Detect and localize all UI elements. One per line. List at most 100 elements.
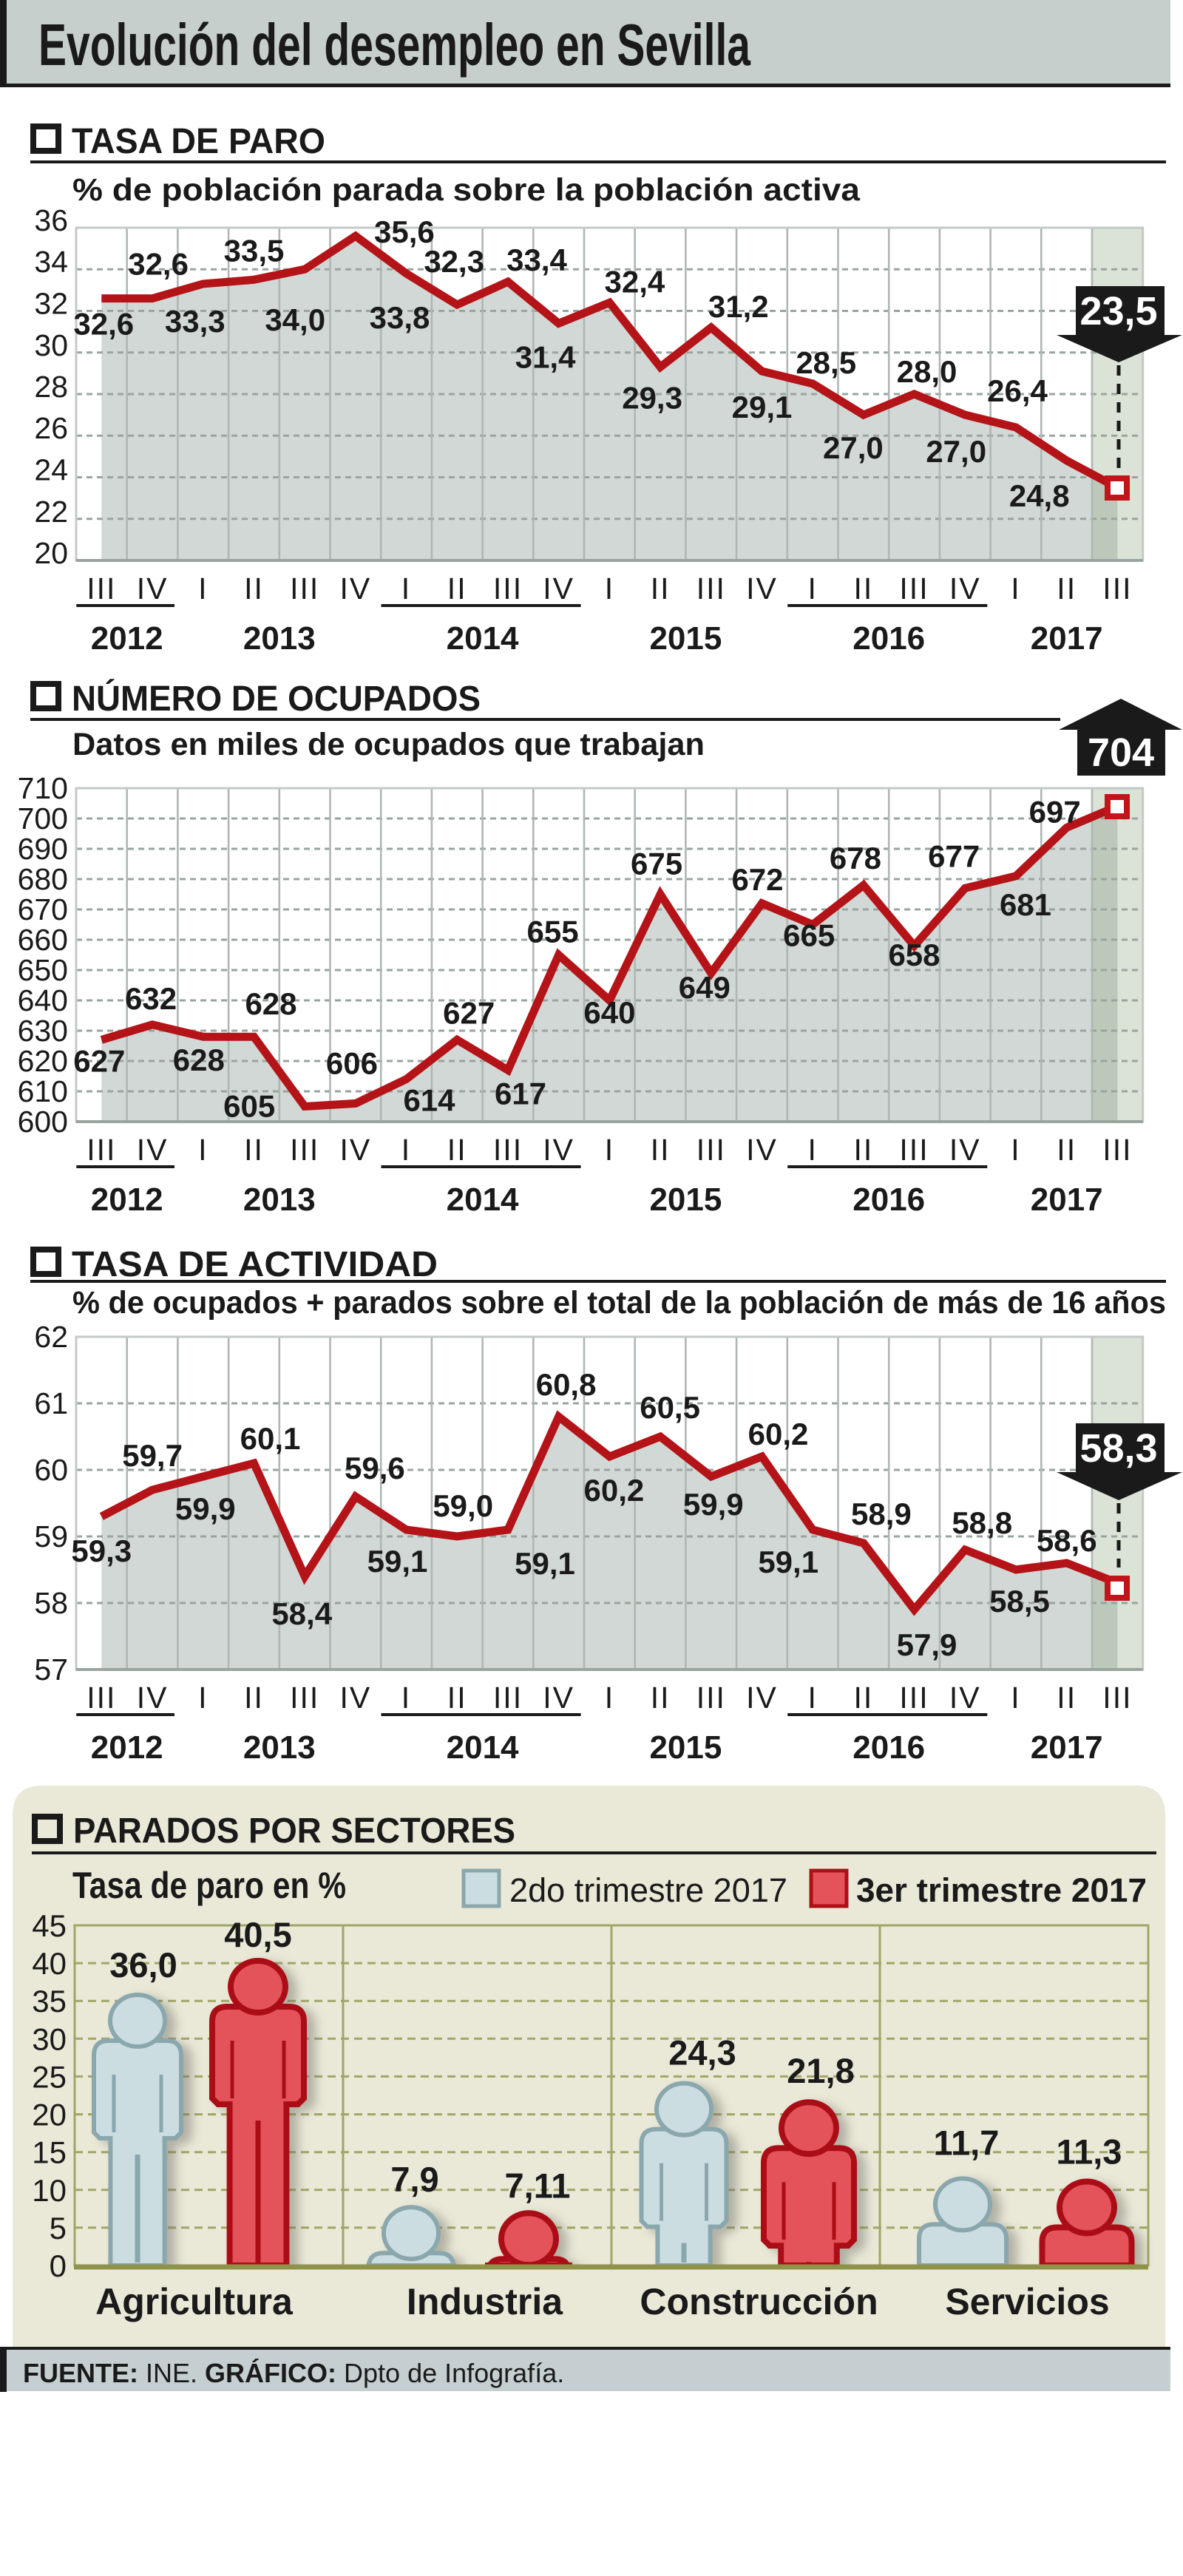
svg-text:IV: IV [543,1681,574,1715]
svg-text:2015: 2015 [649,620,722,657]
svg-text:32,6: 32,6 [73,307,134,342]
svg-text:% de población parada sobre la: % de población parada sobre la población… [72,172,861,208]
svg-text:59,3: 59,3 [71,1533,132,1568]
svg-text:I: I [807,1133,817,1167]
svg-text:62: 62 [34,1320,68,1354]
svg-text:2do trimestre 2017: 2do trimestre 2017 [509,1871,787,1909]
svg-text:59,1: 59,1 [758,1545,818,1579]
svg-text:640: 640 [583,995,635,1030]
svg-text:28,0: 28,0 [897,354,957,389]
svg-text:697: 697 [1029,794,1081,829]
svg-text:II: II [244,1681,264,1715]
svg-text:32,3: 32,3 [424,244,484,279]
svg-text:IV: IV [949,1133,981,1167]
svg-text:28: 28 [34,370,68,404]
svg-text:58,5: 58,5 [989,1584,1050,1619]
svg-text:60: 60 [34,1453,68,1487]
svg-text:690: 690 [18,832,68,866]
svg-text:IV: IV [543,572,574,606]
svg-text:30: 30 [34,328,68,362]
svg-text:677: 677 [928,838,980,873]
svg-text:27,0: 27,0 [926,434,986,469]
svg-text:II: II [447,1681,467,1715]
svg-text:60,2: 60,2 [748,1417,809,1451]
svg-text:I: I [605,1133,614,1167]
svg-text:606: 606 [326,1045,378,1080]
svg-text:58,6: 58,6 [1037,1523,1097,1558]
svg-text:35,6: 35,6 [374,214,435,249]
svg-text:11,3: 11,3 [1057,2132,1122,2172]
svg-text:61: 61 [34,1386,68,1420]
svg-text:32: 32 [34,287,68,321]
svg-text:Tasa de paro en %: Tasa de paro en % [72,1865,346,1906]
svg-text:11,7: 11,7 [934,2123,1000,2162]
svg-text:PARADOS POR SECTORES: PARADOS POR SECTORES [73,1811,515,1851]
svg-text:7,9: 7,9 [390,2160,438,2199]
svg-text:III: III [899,1133,929,1167]
svg-text:Servicios: Servicios [945,2281,1109,2322]
svg-text:I: I [198,1133,208,1167]
svg-text:24,8: 24,8 [1009,478,1070,513]
svg-text:45: 45 [32,1908,67,1943]
svg-text:710: 710 [18,771,68,805]
svg-text:30: 30 [32,2021,67,2056]
svg-text:27,0: 27,0 [823,430,884,465]
svg-text:2012: 2012 [91,1182,163,1218]
svg-text:% de ocupados + parados sobre: % de ocupados + parados sobre el total d… [72,1285,1166,1321]
svg-text:III: III [493,1681,523,1715]
svg-text:700: 700 [18,801,68,835]
svg-text:III: III [493,1133,523,1167]
svg-text:2014: 2014 [447,1729,519,1766]
svg-text:36,0: 36,0 [109,1945,177,1984]
svg-text:2015: 2015 [649,1182,722,1218]
svg-text:34,0: 34,0 [265,302,325,337]
svg-text:675: 675 [631,847,682,881]
svg-text:20: 20 [34,536,68,570]
svg-text:III: III [87,572,116,606]
svg-text:34: 34 [34,245,68,279]
svg-text:IV: IV [746,1681,778,1715]
svg-text:660: 660 [18,923,68,957]
svg-text:II: II [854,1133,874,1167]
svg-text:10: 10 [32,2173,67,2208]
svg-text:60,8: 60,8 [536,1367,597,1402]
svg-text:III: III [899,1681,929,1715]
svg-text:I: I [198,572,208,606]
svg-text:TASA DE PARO: TASA DE PARO [72,122,325,161]
svg-text:II: II [244,1133,264,1167]
svg-text:704: 704 [1088,731,1154,775]
svg-text:TASA DE ACTIVIDAD: TASA DE ACTIVIDAD [72,1245,438,1284]
svg-text:2013: 2013 [243,1182,316,1218]
svg-text:II: II [651,1133,671,1167]
svg-text:610: 610 [18,1074,68,1108]
svg-text:24,3: 24,3 [668,2033,736,2072]
svg-text:40: 40 [32,1946,67,1981]
svg-text:IV: IV [137,1681,169,1715]
svg-text:672: 672 [731,862,783,897]
svg-text:60,2: 60,2 [584,1473,645,1508]
svg-text:III: III [1102,572,1132,606]
svg-text:III: III [1102,1133,1132,1167]
svg-text:I: I [807,1681,817,1715]
svg-text:NÚMERO DE OCUPADOS: NÚMERO DE OCUPADOS [72,678,481,719]
svg-text:2013: 2013 [243,620,316,657]
svg-text:IV: IV [543,1133,574,1167]
svg-text:IV: IV [340,1681,372,1715]
svg-text:I: I [1011,572,1020,606]
svg-text:680: 680 [18,862,68,896]
svg-text:III: III [696,1133,726,1167]
svg-text:2014: 2014 [447,1182,519,1218]
svg-text:III: III [290,1681,319,1715]
svg-text:31,4: 31,4 [515,339,576,374]
svg-text:IV: IV [949,1681,981,1715]
svg-text:II: II [651,1681,671,1715]
svg-text:IV: IV [746,1133,778,1167]
svg-text:57,9: 57,9 [897,1627,957,1662]
svg-text:I: I [198,1681,208,1715]
svg-text:3er trimestre 2017: 3er trimestre 2017 [856,1871,1147,1909]
svg-text:2015: 2015 [649,1729,722,1766]
svg-text:0: 0 [50,2248,67,2283]
svg-text:665: 665 [783,918,835,953]
svg-text:59,6: 59,6 [345,1451,405,1485]
svg-text:Agricultura: Agricultura [95,2281,294,2322]
